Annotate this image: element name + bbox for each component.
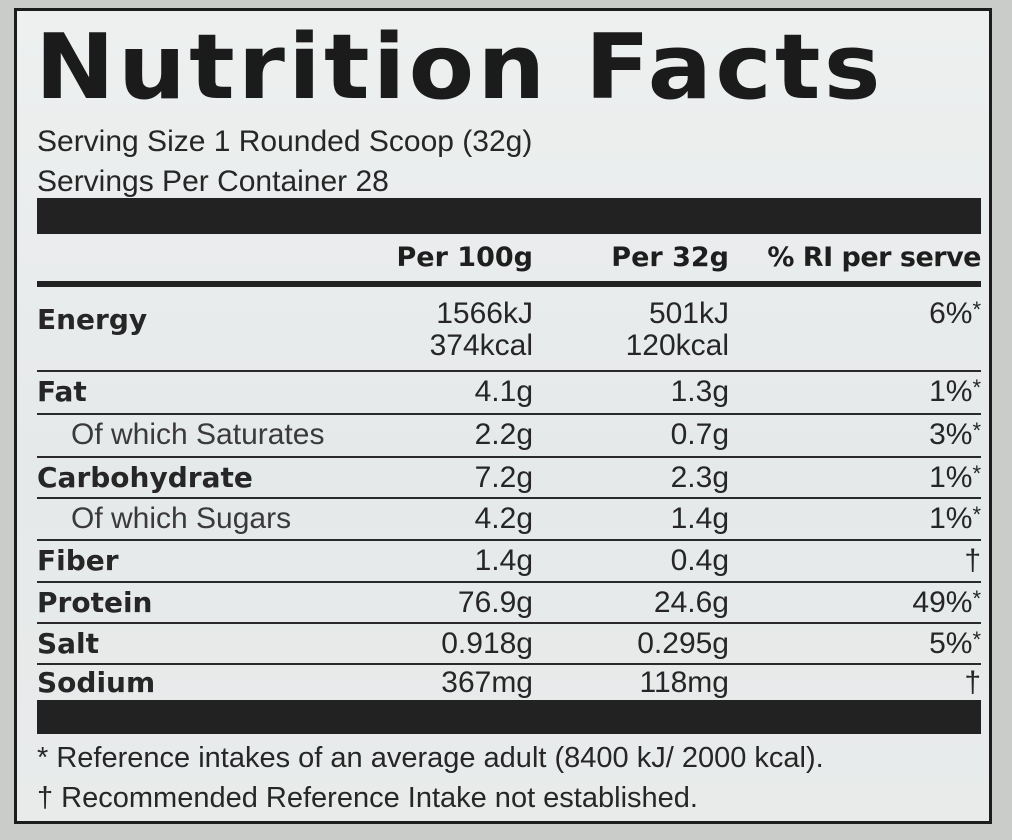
value-ri: † (964, 544, 981, 577)
column-header-per-100g: Per 100g (396, 242, 533, 273)
header-divider (37, 281, 981, 287)
value-per-100g: 1566kJ 374kcal (430, 298, 533, 362)
nutrient-label: Salt (37, 627, 100, 660)
value-ri: 1%* (929, 502, 981, 535)
nutrient-row-sodium: Sodium 367mg 118mg † (37, 665, 981, 700)
value-per-32g: 118mg (639, 666, 729, 699)
nutrient-row-salt: Salt 0.918g 0.295g 5%* (37, 624, 981, 665)
value-per-32g: 0.7g (670, 418, 729, 451)
value-kcal: 374kcal (429, 329, 533, 362)
nutrition-title: Nutrition Facts (35, 15, 884, 120)
value-per-32g: 1.4g (670, 502, 729, 535)
column-header-ri: % RI per serve (767, 242, 981, 273)
value-per-100g: 4.1g (474, 375, 533, 408)
column-header-row: Per 100g Per 32g % RI per serve (37, 234, 981, 282)
nutrient-row-carbohydrate: Carbohydrate 7.2g 2.3g 1%* (37, 458, 981, 499)
footnote-reference-intake: * Reference intakes of an average adult … (37, 742, 824, 774)
value-ri: 49%* (912, 586, 981, 619)
nutrient-label: Of which Saturates (71, 418, 325, 451)
value-per-32g: 24.6g (653, 586, 729, 619)
value-ri: 3%* (929, 418, 981, 451)
nutrient-label: Fat (37, 375, 87, 408)
value-ri: 6%* (929, 297, 981, 330)
nutrient-row-energy: Energy 1566kJ 374kcal 501kJ 120kcal 6%* (37, 292, 981, 372)
column-header-per-32g: Per 32g (611, 242, 729, 273)
nutrient-row-saturates: Of which Saturates 2.2g 0.7g 3%* (37, 415, 981, 458)
value-ri: † (964, 666, 981, 699)
nutrient-row-protein: Protein 76.9g 24.6g 49%* (37, 583, 981, 624)
value-per-100g: 7.2g (474, 461, 533, 494)
value-per-32g: 501kJ 120kcal (626, 298, 729, 362)
value-per-32g: 0.295g (637, 627, 729, 660)
value-ri: 5%* (929, 627, 981, 660)
top-divider-bar (37, 198, 981, 234)
nutrient-row-fiber: Fiber 1.4g 0.4g † (37, 541, 981, 583)
footnote-not-established: † Recommended Reference Intake not estab… (37, 782, 698, 814)
nutrient-label: Energy (37, 303, 148, 336)
value-per-100g: 2.2g (474, 418, 533, 451)
value-kcal: 120kcal (625, 329, 729, 362)
value-per-100g: 1.4g (474, 544, 533, 577)
value-per-100g: 4.2g (474, 502, 533, 535)
servings-per-container: Servings Per Container 28 (37, 165, 389, 198)
value-per-100g: 0.918g (441, 627, 533, 660)
nutrient-row-sugars: Of which Sugars 4.2g 1.4g 1%* (37, 499, 981, 541)
serving-size: Serving Size 1 Rounded Scoop (32g) (37, 125, 533, 158)
value-kj: 1566kJ (436, 297, 533, 330)
nutrient-row-fat: Fat 4.1g 1.3g 1%* (37, 372, 981, 415)
value-ri: 1%* (929, 375, 981, 408)
value-per-32g: 0.4g (670, 544, 729, 577)
value-per-100g: 76.9g (457, 586, 533, 619)
bottom-divider-bar (37, 700, 981, 734)
nutrient-label: Carbohydrate (37, 461, 253, 494)
value-per-32g: 2.3g (670, 461, 729, 494)
value-per-100g: 367mg (441, 666, 533, 699)
value-per-32g: 1.3g (670, 375, 729, 408)
value-ri: 1%* (929, 461, 981, 494)
nutrient-label: Fiber (37, 544, 119, 577)
nutrient-label: Sodium (37, 666, 156, 699)
nutrition-label: Nutrition Facts Serving Size 1 Rounded S… (14, 8, 992, 824)
value-kj: 501kJ (648, 297, 729, 330)
nutrient-label: Of which Sugars (71, 502, 292, 535)
nutrient-label: Protein (37, 586, 153, 619)
